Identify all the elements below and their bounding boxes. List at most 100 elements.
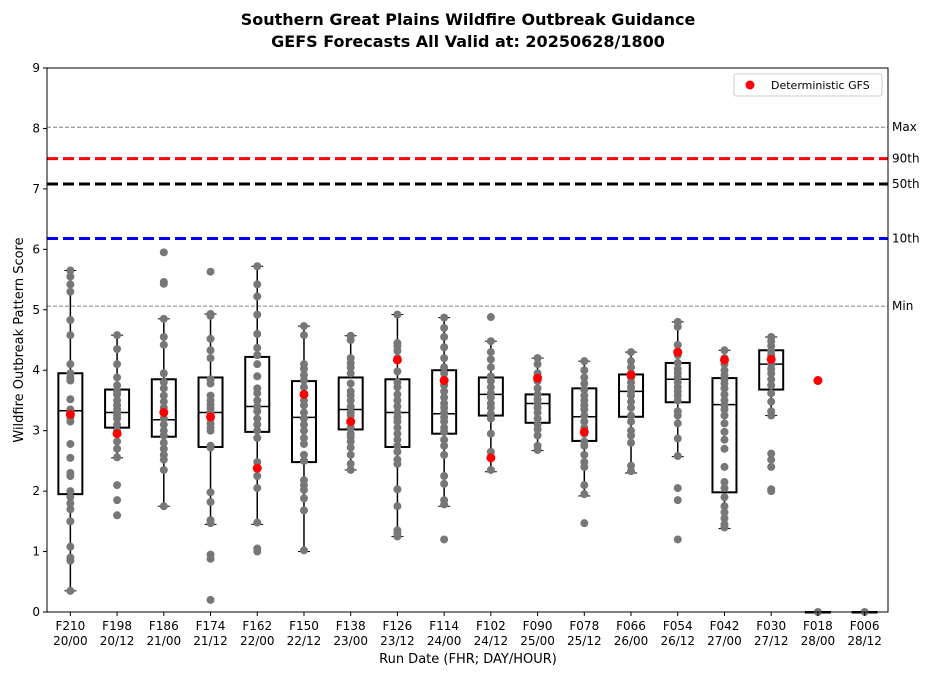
member-point: [627, 467, 636, 476]
member-point: [66, 331, 75, 340]
x-tick-label-fhr: F018: [803, 619, 833, 633]
member-point: [206, 426, 215, 435]
reference-lines: Max 90th 50th 10th Min: [47, 120, 920, 313]
member-point: [486, 313, 495, 322]
x-tick-label-dayhour: 28/12: [847, 634, 882, 648]
member-point: [206, 488, 215, 497]
member-point: [393, 390, 402, 399]
member-point: [346, 369, 355, 378]
member-point: [113, 331, 122, 340]
member-point: [440, 332, 449, 341]
member-point: [346, 396, 355, 405]
member-point: [673, 322, 682, 331]
x-tick-label-fhr: F126: [383, 619, 413, 633]
member-point: [393, 502, 402, 511]
member-point: [673, 419, 682, 428]
x-tick-label-dayhour: 26/12: [660, 634, 695, 648]
chart-title-line1: Southern Great Plains Wildfire Outbreak …: [241, 10, 696, 29]
member-point: [486, 337, 495, 346]
member-point: [440, 354, 449, 363]
member-point: [159, 248, 168, 257]
member-point: [580, 490, 589, 499]
member-point: [440, 535, 449, 544]
member-point: [113, 390, 122, 399]
member-point: [486, 377, 495, 386]
member-point: [440, 393, 449, 402]
member-point: [66, 439, 75, 448]
member-point: [299, 456, 308, 465]
member-point: [767, 487, 776, 496]
member-point: [673, 358, 682, 367]
chart-title-line2: GEFS Forecasts All Valid at: 20250628/18…: [271, 32, 665, 51]
member-point: [66, 272, 75, 281]
member-point: [393, 441, 402, 450]
x-tick-label-dayhour: 21/00: [147, 634, 182, 648]
member-point: [346, 379, 355, 388]
member-point: [66, 556, 75, 565]
gfs-point: [112, 429, 122, 439]
member-point: [253, 518, 262, 527]
member-point: [580, 405, 589, 414]
member-point: [393, 485, 402, 494]
member-point: [66, 517, 75, 526]
member-point: [66, 280, 75, 289]
y-tick-label: 9: [32, 61, 40, 75]
member-point: [66, 360, 75, 369]
member-point: [720, 484, 729, 493]
member-point: [720, 384, 729, 393]
member-point: [299, 331, 308, 340]
member-point: [767, 455, 776, 464]
member-point: [580, 519, 589, 528]
member-point: [159, 431, 168, 440]
member-point: [159, 465, 168, 474]
member-point: [159, 438, 168, 447]
gfs-point: [346, 417, 356, 427]
deterministic-gfs-points: [65, 347, 823, 473]
x-tick-label-fhr: F114: [429, 619, 459, 633]
member-point: [580, 357, 589, 366]
member-point: [346, 411, 355, 420]
member-point: [486, 465, 495, 474]
member-point: [253, 407, 262, 416]
ref-label-50th: 50th: [892, 177, 920, 191]
gfs-point: [766, 354, 776, 364]
x-tick-label-dayhour: 24/00: [427, 634, 462, 648]
member-point: [66, 499, 75, 508]
member-point: [299, 485, 308, 494]
member-point: [440, 369, 449, 378]
member-point: [113, 373, 122, 382]
member-point: [159, 444, 168, 453]
member-point: [206, 354, 215, 363]
member-point: [673, 452, 682, 461]
member-point: [533, 431, 542, 440]
member-point: [299, 376, 308, 385]
ref-label-min: Min: [892, 299, 913, 313]
gfs-point: [486, 453, 496, 463]
member-point: [673, 535, 682, 544]
x-tick-label-dayhour: 22/12: [287, 634, 322, 648]
member-point: [253, 547, 262, 556]
member-point: [253, 396, 262, 405]
member-point: [346, 450, 355, 459]
x-tick-label-dayhour: 20/12: [100, 634, 135, 648]
member-point: [159, 414, 168, 423]
member-point: [253, 472, 262, 480]
member-point: [113, 481, 122, 490]
member-point: [253, 389, 262, 398]
member-point: [299, 546, 308, 555]
member-point: [486, 383, 495, 392]
member-point: [486, 429, 495, 438]
member-point: [66, 287, 75, 296]
member-point: [673, 396, 682, 405]
member-point: [299, 439, 308, 448]
member-point: [253, 458, 262, 467]
member-point: [393, 429, 402, 438]
member-point: [346, 336, 355, 344]
member-point: [393, 402, 402, 411]
member-point: [673, 484, 682, 493]
member-point: [393, 396, 402, 405]
member-point: [206, 554, 215, 563]
gfs-point: [719, 355, 729, 365]
